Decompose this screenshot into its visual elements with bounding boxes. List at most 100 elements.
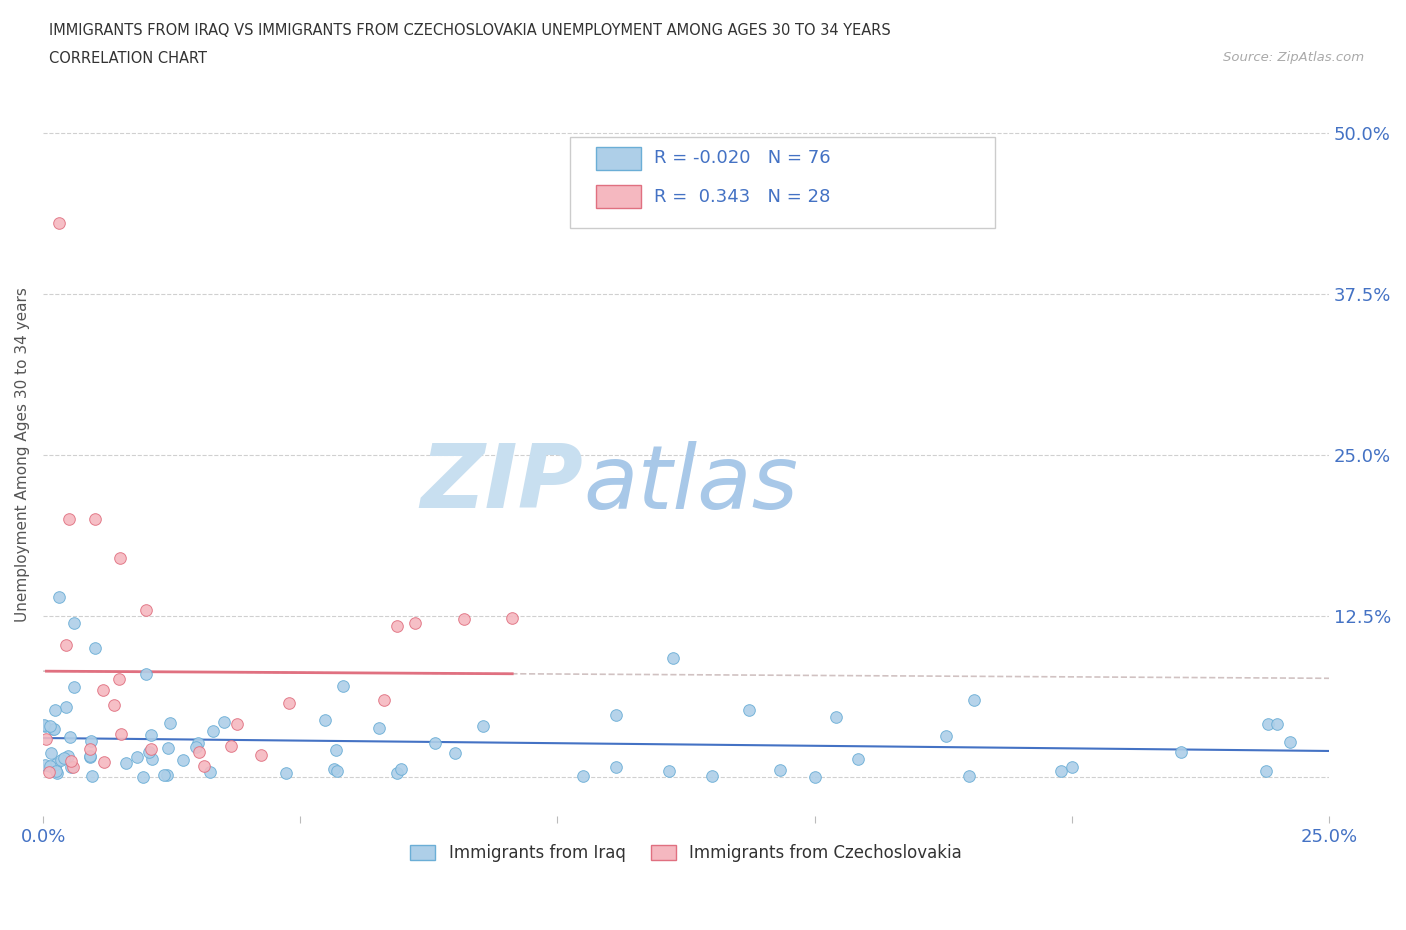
Point [39,746,62,761]
Point [803,770,825,785]
Point [159,716,181,731]
Point [444,745,467,760]
Point [738,702,761,717]
Point [58,749,80,764]
Point [153,768,176,783]
Point [1060,759,1083,774]
Point [1257,717,1279,732]
Point [62,760,84,775]
Point [39,758,62,773]
Point [48,590,70,604]
Text: IMMIGRANTS FROM IRAQ VS IMMIGRANTS FROM CZECHOSLOVAKIA UNEMPLOYMENT AMONG AGES 3: IMMIGRANTS FROM IRAQ VS IMMIGRANTS FROM … [49,23,891,38]
Point [42,722,65,737]
Point [322,762,344,777]
Point [48,216,70,231]
Point [425,735,447,750]
Point [187,736,209,751]
Point [93,754,115,769]
Point [63,615,86,630]
Point [80,768,103,783]
Text: R = -0.020   N = 76: R = -0.020 N = 76 [654,150,831,167]
Point [768,763,790,777]
Point [824,710,846,724]
Text: CORRELATION CHART: CORRELATION CHART [49,51,207,66]
Point [35,732,58,747]
Point [127,750,149,764]
Point [52,751,75,765]
Point [139,728,162,743]
Point [39,719,62,734]
Point [83,641,105,656]
Point [110,551,132,565]
Point [59,729,82,744]
Point [225,717,247,732]
Point [83,512,105,527]
Point [141,751,163,766]
Point [138,745,160,760]
Point [389,762,412,777]
Point [332,678,354,693]
Point [221,738,243,753]
FancyBboxPatch shape [571,138,994,228]
Point [472,719,495,734]
Point [58,512,80,527]
Legend: Immigrants from Iraq, Immigrants from Czechoslovakia: Immigrants from Iraq, Immigrants from Cz… [404,838,969,869]
Point [188,745,211,760]
Point [60,760,83,775]
Point [202,724,225,738]
Point [274,765,297,780]
Point [103,698,125,712]
Text: ZIP: ZIP [420,441,583,527]
Point [571,769,593,784]
Point [250,748,273,763]
Point [325,742,347,757]
Point [963,693,986,708]
Point [91,683,114,698]
Point [34,757,56,772]
Point [115,755,138,770]
Point [46,765,69,780]
Point [108,671,131,686]
Point [1279,735,1302,750]
Point [184,739,207,754]
Text: atlas: atlas [583,441,799,527]
Y-axis label: Unemployment Among Ages 30 to 34 years: Unemployment Among Ages 30 to 34 years [15,287,30,622]
Point [605,760,627,775]
Point [314,713,336,728]
Point [501,610,523,625]
Point [325,764,347,778]
Point [848,751,870,766]
Point [662,651,685,666]
Point [1170,744,1192,759]
Point [453,611,475,626]
Point [45,764,67,779]
Point [79,750,101,764]
Point [368,721,391,736]
Point [387,618,409,633]
Point [63,680,86,695]
Point [157,740,180,755]
Point [404,616,426,631]
Point [135,603,157,618]
Point [935,729,957,744]
Point [79,742,101,757]
Point [957,769,980,784]
Point [373,693,395,708]
Point [385,765,408,780]
Bar [596,185,641,208]
Point [132,770,155,785]
Text: Source: ZipAtlas.com: Source: ZipAtlas.com [1223,51,1364,64]
Point [38,764,60,779]
Point [212,714,235,729]
Point [277,696,299,711]
Point [79,749,101,764]
Point [44,703,66,718]
Point [45,756,67,771]
Point [1256,764,1278,779]
Point [700,768,723,783]
Bar [596,147,641,170]
Point [34,719,56,734]
Point [49,752,72,767]
Point [193,758,215,773]
Point [44,722,66,737]
